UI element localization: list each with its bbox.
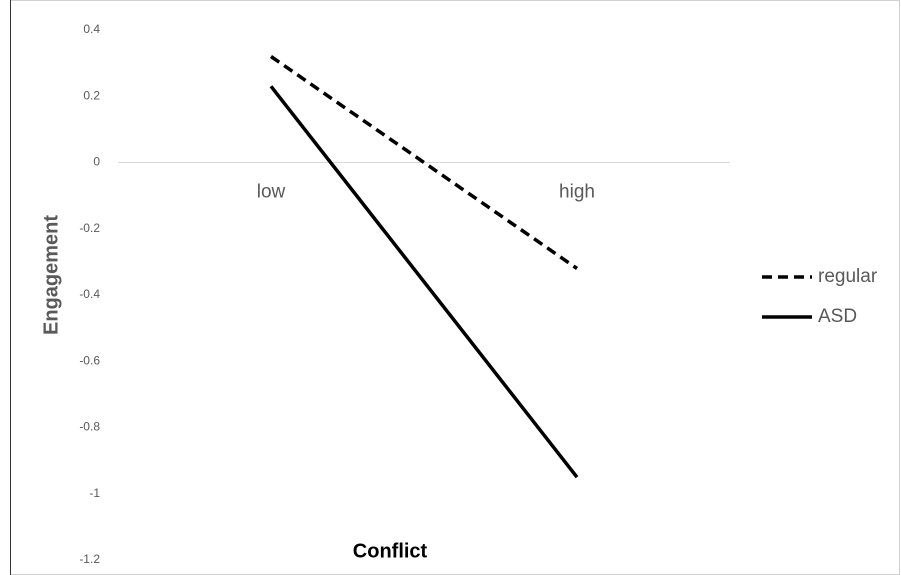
y-tick-label: -0.6 [79,353,100,367]
y-tick-label: 0.2 [83,88,100,102]
y-tick-label: -1 [89,486,100,500]
y-tick-label: -1.2 [79,552,100,566]
y-tick-label: -0.4 [79,287,100,301]
y-tick-label: 0 [93,155,100,169]
x-tick-label: low [257,182,286,203]
legend-label: ASD [818,306,857,327]
y-tick-label: 0.4 [83,22,100,36]
x-axis-title: Conflict [353,540,428,562]
chart-frame [10,0,900,575]
legend-label: regular [818,266,878,287]
series-line [269,85,579,479]
y-tick-label: -0.8 [79,420,100,434]
y-tick-label: -0.2 [79,221,100,235]
y-axis-title: Engagement [40,215,62,335]
x-tick-label: high [559,182,595,203]
series-line [270,55,578,270]
